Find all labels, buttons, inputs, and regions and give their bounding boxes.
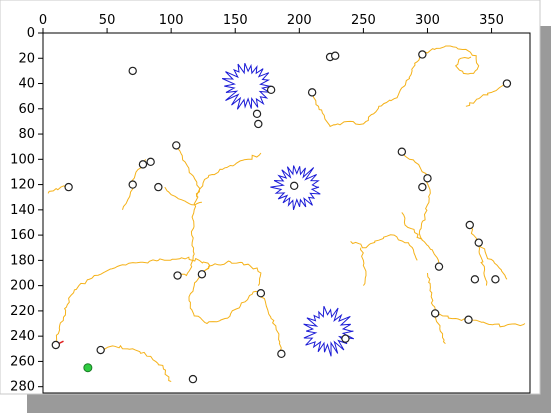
data-point [197,270,207,279]
green-point [83,363,93,373]
trajectory-layer [47,45,526,383]
trajectory-line [188,273,282,354]
y-tick-label: 180 [10,253,35,268]
data-point [474,238,483,247]
trajectory-line [54,256,211,349]
data-point [252,109,262,119]
x-tick-label: 350 [479,13,504,28]
x-tick-label: 200 [287,13,312,28]
data-point [128,66,137,76]
data-point [146,157,155,167]
x-tick-label: 150 [223,13,248,28]
data-point [266,85,276,95]
data-point [96,345,105,355]
data-point [465,220,474,230]
y-tick-label: 260 [10,354,35,369]
trajectory-line [201,260,262,286]
trajectory-line [465,83,508,107]
y-tick-label: 160 [10,228,35,243]
trajectory-line [478,242,488,286]
data-point [289,181,299,191]
data-point [154,182,163,192]
x-tick-label: 100 [159,13,184,28]
trajectory-line [122,184,134,210]
data-point [502,79,512,88]
trajectory-line [427,272,446,345]
data-point [138,160,148,169]
cluster-outline [270,165,321,211]
frame-shadow-side [538,26,551,413]
x-tick-label: 250 [351,13,376,28]
data-point [172,141,181,150]
y-tick-label: 280 [10,380,35,395]
data-point [307,88,317,97]
y-tick-label: 0 [27,26,35,41]
trajectory-line [401,151,431,241]
y-tick-label: 140 [10,203,35,218]
trajectory-line [350,234,418,261]
trajectory-line [100,344,172,383]
trajectory-line [468,224,508,280]
cluster-layer [221,63,355,357]
cluster-outline [221,63,272,110]
y-tick-label: 20 [18,51,35,66]
data-point [64,182,73,192]
data-point [470,275,480,284]
cluster-outline [303,306,355,357]
trajectory-line [199,152,262,190]
trajectory-line [164,186,202,206]
frame-shadow [27,392,551,413]
y-tick-label: 100 [10,152,35,167]
x-tick-label: 0 [39,13,47,28]
y-tick-label: 200 [10,279,35,294]
data-point [418,182,427,192]
y-tick-label: 60 [18,102,35,117]
y-tick-label: 120 [10,178,35,193]
data-point [331,51,340,60]
data-point [188,374,198,384]
trajectory-line [359,247,367,286]
y-tick-label: 40 [18,77,35,92]
trajectory-line [401,212,440,267]
x-tick-label: 300 [415,13,440,28]
data-point [464,315,473,324]
data-point [256,289,266,298]
data-point [128,180,137,189]
data-point [418,50,427,59]
point-layer [51,50,512,384]
data-point [254,119,263,129]
trajectory-line [177,189,200,277]
data-point [423,174,432,183]
data-point [51,340,61,350]
data-point [277,349,286,359]
data-point [397,147,407,156]
x-tick-label: 50 [99,13,116,28]
data-point [491,275,500,284]
axes: 0 50 100 150 200 250 300 350 0 20 40 60 80 100 120 140 1… [10,13,504,395]
y-tick-label: 220 [10,304,35,319]
data-point [173,271,182,280]
data-point [434,262,444,271]
y-tick-label: 80 [18,127,35,142]
y-tick-label: 240 [10,329,35,344]
data-point [430,309,440,318]
plot-area [42,32,531,394]
trajectory-line [47,185,69,194]
data-point [341,334,350,343]
trajectory-line [434,312,526,328]
trajectory-line [311,45,480,128]
